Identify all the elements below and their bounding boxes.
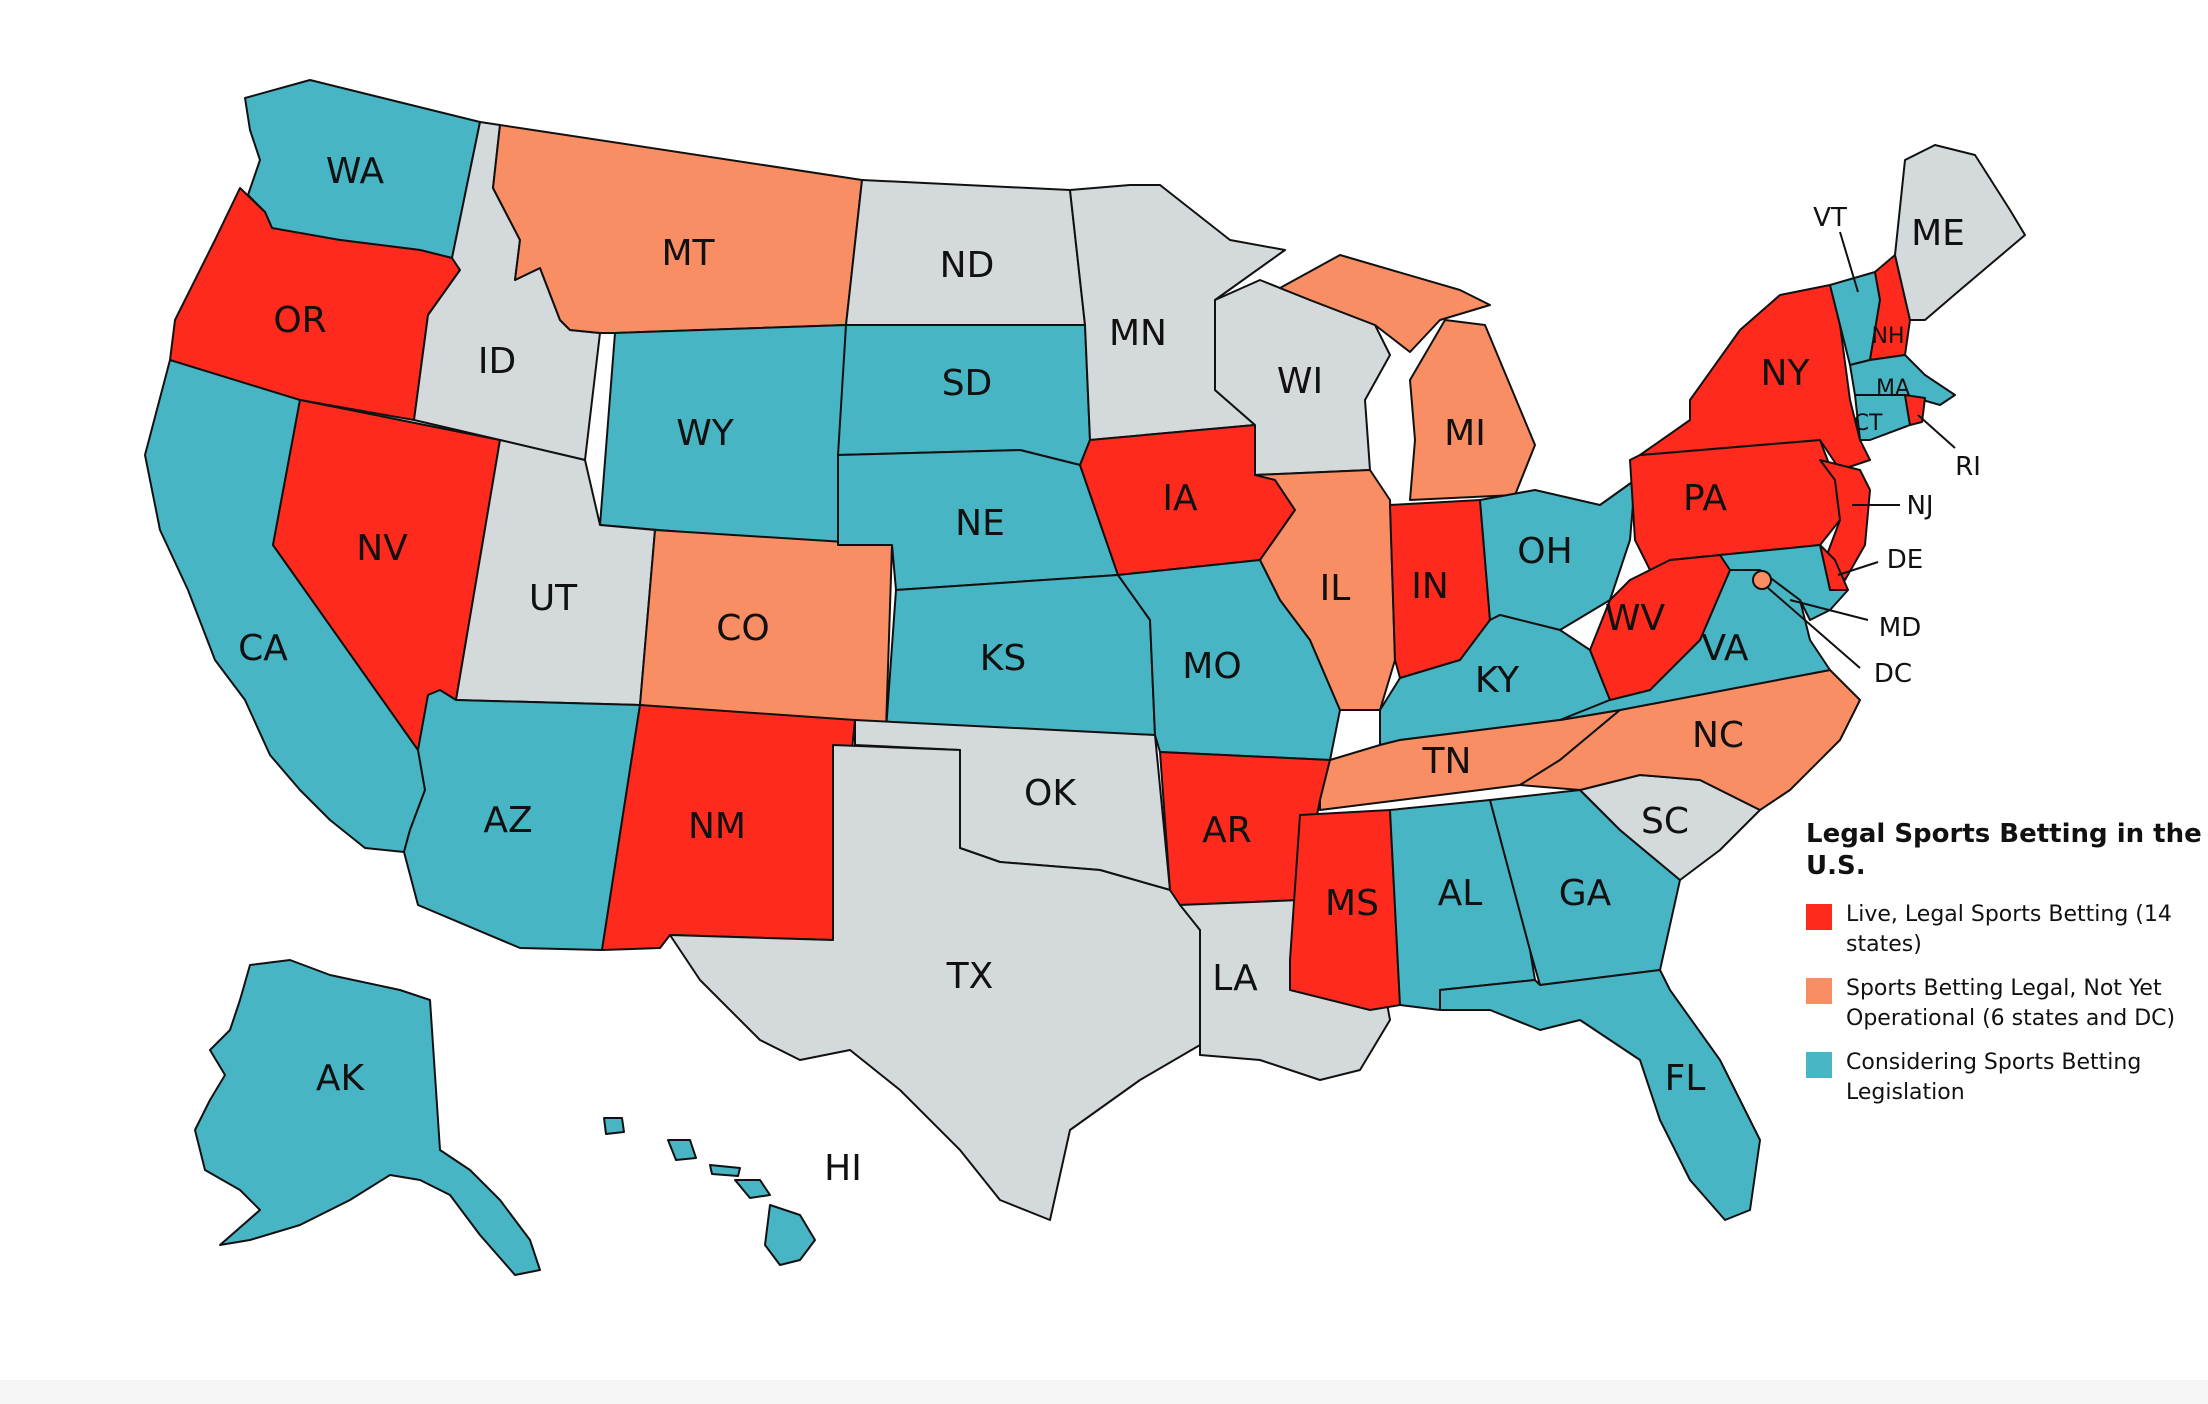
- label-ms: MS: [1325, 883, 1379, 924]
- label-ny: NY: [1761, 353, 1811, 394]
- label-or: OR: [273, 300, 326, 341]
- label-ar: AR: [1202, 810, 1252, 851]
- state-dc: [1752, 570, 1772, 590]
- label-al: AL: [1438, 873, 1483, 914]
- legend-label-considering: Considering Sports Betting Legislation: [1846, 1050, 2142, 1105]
- label-dc: DC: [1874, 659, 1912, 689]
- state-hi-kauai: [603, 1117, 625, 1135]
- legend-label-legal-not-operational: Sports Betting Legal, Not Yet Operationa…: [1846, 976, 2176, 1031]
- label-wi: WI: [1277, 361, 1323, 402]
- state-ak: [194, 959, 541, 1276]
- label-wa: WA: [326, 151, 385, 192]
- state-nj: [1819, 459, 1871, 581]
- label-ma: MA: [1876, 376, 1910, 401]
- label-vt: VT: [1813, 203, 1847, 233]
- state-hi-big: [764, 1204, 816, 1266]
- legend-item-live: Live, Legal Sports Betting (14 states): [1806, 900, 2206, 960]
- label-wy: WY: [676, 413, 735, 454]
- legend-item-legal-not-operational: Sports Betting Legal, Not Yet Operationa…: [1806, 974, 2206, 1034]
- label-me: ME: [1911, 213, 1965, 254]
- label-ct: CT: [1854, 411, 1883, 436]
- label-ok: OK: [1024, 773, 1077, 814]
- label-sd: SD: [942, 363, 993, 404]
- label-tx: TX: [946, 956, 994, 997]
- label-hi: HI: [824, 1148, 862, 1189]
- label-ak: AK: [316, 1058, 366, 1099]
- label-co: CO: [716, 608, 769, 649]
- label-mt: MT: [661, 233, 715, 274]
- label-nv: NV: [356, 528, 408, 569]
- state-ct: [1854, 394, 1911, 441]
- state-ny: [1639, 284, 1871, 471]
- state-hi-molokai: [709, 1164, 741, 1177]
- legend-label-live: Live, Legal Sports Betting (14 states): [1846, 902, 2172, 957]
- label-mo: MO: [1182, 646, 1241, 687]
- map-legend: Legal Sports Betting in the U.S. Live, L…: [1806, 818, 2206, 1122]
- label-id: ID: [478, 341, 516, 382]
- label-de: DE: [1887, 545, 1923, 575]
- legend-swatch-considering: [1806, 1052, 1832, 1078]
- legend-item-considering: Considering Sports Betting Legislation: [1806, 1048, 2206, 1108]
- legend-swatch-live: [1806, 904, 1832, 930]
- label-ks: KS: [980, 638, 1026, 679]
- label-in: IN: [1411, 566, 1449, 607]
- label-mn: MN: [1109, 313, 1167, 354]
- state-hi-maui: [734, 1179, 771, 1199]
- label-ca: CA: [238, 628, 288, 669]
- label-ga: GA: [1559, 873, 1612, 914]
- state-il: [1254, 469, 1396, 711]
- label-pa: PA: [1683, 478, 1727, 519]
- label-nc: NC: [1692, 715, 1744, 756]
- state-me: [1894, 144, 2026, 321]
- label-ne: NE: [955, 503, 1005, 544]
- label-fl: FL: [1665, 1058, 1706, 1099]
- state-fl: [1439, 969, 1761, 1221]
- legend-title: Legal Sports Betting in the U.S.: [1806, 819, 2202, 881]
- callout-line-md: [1789, 599, 1869, 621]
- label-va: VA: [1702, 628, 1749, 669]
- state-hi-oahu: [667, 1139, 697, 1161]
- state-mi: [1279, 254, 1536, 501]
- label-wv: WV: [1605, 598, 1666, 639]
- label-ri: RI: [1955, 452, 1981, 482]
- label-az: AZ: [483, 800, 532, 841]
- label-tn: TN: [1422, 741, 1472, 782]
- label-nj: NJ: [1906, 491, 1933, 521]
- callout-line-ri: [1917, 414, 1956, 449]
- label-oh: OH: [1517, 531, 1572, 572]
- state-tx: [669, 744, 1201, 1221]
- label-ky: KY: [1475, 660, 1520, 701]
- label-mi: MI: [1444, 413, 1486, 454]
- state-md: [1669, 544, 1849, 621]
- label-nh: NH: [1872, 324, 1905, 349]
- label-sc: SC: [1641, 801, 1689, 842]
- state-nc: [1519, 669, 1861, 811]
- label-la: LA: [1212, 958, 1258, 999]
- callout-line-de: [1837, 561, 1879, 576]
- label-il: IL: [1320, 568, 1351, 609]
- page-footer-band: [0, 1380, 2208, 1404]
- label-nd: ND: [940, 245, 995, 286]
- callout-line-vt: [1839, 231, 1859, 293]
- label-nm: NM: [688, 806, 746, 847]
- label-md: MD: [1879, 613, 1921, 643]
- label-ut: UT: [529, 578, 578, 619]
- legend-swatch-legal-not-operational: [1806, 978, 1832, 1004]
- label-ia: IA: [1162, 478, 1198, 519]
- callout-line-dc: [1767, 587, 1861, 669]
